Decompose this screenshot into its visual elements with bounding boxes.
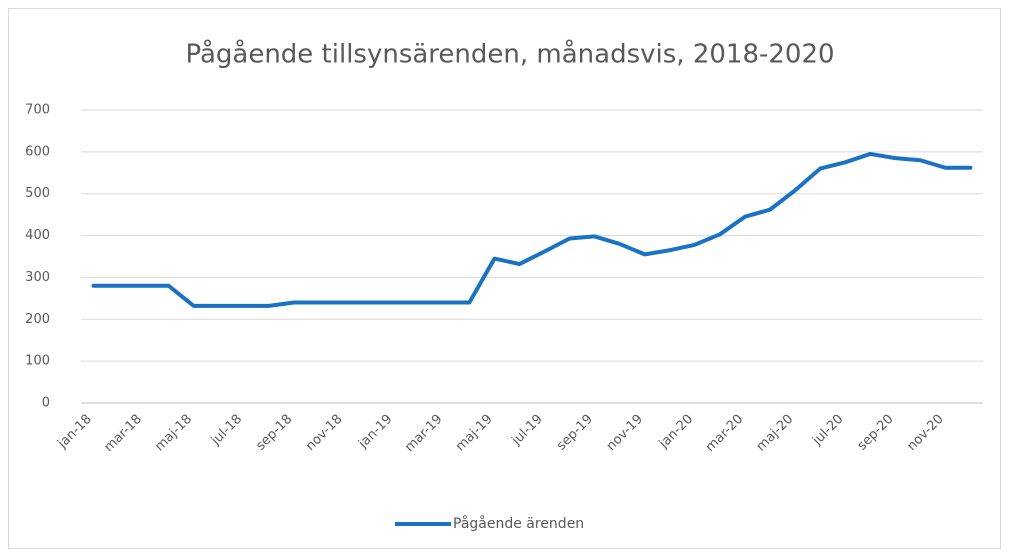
y-tick-label: 400: [25, 228, 50, 243]
y-tick-label: 700: [25, 103, 50, 118]
y-tick-label: 600: [25, 144, 50, 159]
data-line: [91, 151, 973, 308]
legend-label: Pågående ärenden: [453, 515, 584, 532]
y-tick-label: 0: [42, 396, 50, 411]
chart-border: [8, 8, 1001, 549]
y-tick-label: 100: [25, 354, 50, 369]
y-tick-label: 300: [25, 270, 50, 285]
y-tick-label: 200: [25, 312, 50, 327]
y-tick-label: 500: [25, 186, 50, 201]
chart-title: Pågående tillsynsärenden, månadsvis, 201…: [185, 39, 834, 70]
